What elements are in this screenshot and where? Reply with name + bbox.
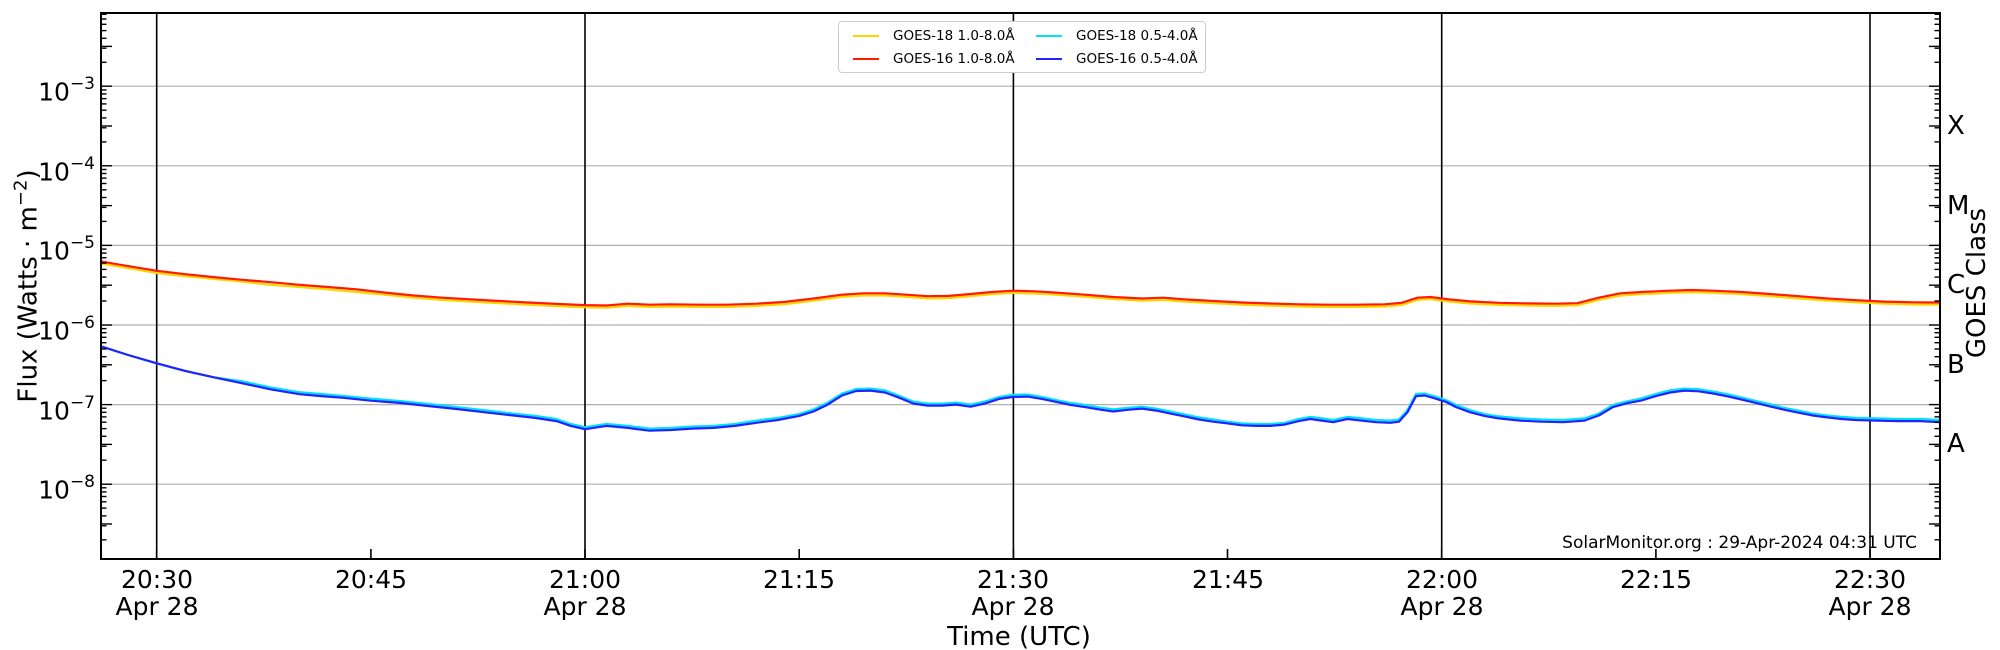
xtick-date-2230: Apr 28 (1828, 592, 1912, 621)
legend-item-goes-16-1.0-8.0-: GOES-16 1.0-8.0Å (839, 51, 1022, 67)
xtick-label-2045: 20:45 (334, 565, 408, 594)
watermark-text: SolarMonitor.org : 29-Apr-2024 04:31 UTC (1562, 533, 1917, 553)
ytick-label-1e-3: 10−3 (38, 74, 95, 107)
goes-class-label-a: A (1947, 429, 1965, 459)
legend-line-swatch (1036, 57, 1062, 60)
xtick-label-2215: 22:15 (1619, 565, 1693, 594)
xtick-date-2200: Apr 28 (1400, 592, 1484, 621)
goes-class-label-m: M (1947, 191, 1970, 221)
ytick-label-1e-4: 10−4 (38, 154, 95, 187)
ytick-label-1e-7: 10−7 (38, 393, 95, 426)
x-axis-title: Time (UTC) (947, 622, 1091, 650)
flux-units-exponent: −2 (10, 179, 32, 207)
series-goes-16-1.0-8.0- (99, 260, 1942, 307)
series-goes-18-1.0-8.0- (99, 262, 1942, 309)
legend-item-goes-16-0.5-4.0-: GOES-16 0.5-4.0Å (1022, 51, 1205, 67)
xtick-label-2100: 21:00 (548, 565, 622, 594)
xtick-label-2130: 21:30 (976, 565, 1050, 594)
legend-label: GOES-18 1.0-8.0Å (893, 27, 1015, 44)
legend-item-goes-18-0.5-4.0-: GOES-18 0.5-4.0Å (1022, 28, 1205, 44)
xtick-label-2145: 21:45 (1191, 565, 1265, 594)
plot-frame (100, 12, 1941, 560)
xtick-label-2200: 22:00 (1405, 565, 1479, 594)
ytick-label-1e-5: 10−5 (38, 233, 95, 266)
legend-line-swatch (853, 34, 879, 37)
y-axis-title-right-text: GOES Class (1962, 207, 1992, 359)
xtick-date-2130: Apr 28 (971, 592, 1055, 621)
ytick-label-1e-6: 10−6 (38, 313, 95, 346)
xtick-date-2100: Apr 28 (543, 592, 627, 621)
legend-item-goes-18-1.0-8.0-: GOES-18 1.0-8.0Å (839, 28, 1022, 44)
goes-class-label-x: X (1947, 111, 1965, 141)
ytick-label-1e-8: 10−8 (38, 472, 95, 505)
series-goes-18-0.5-4.0- (99, 345, 1942, 430)
goes-class-label-c: C (1947, 270, 1966, 300)
legend-label: GOES-16 0.5-4.0Å (1076, 50, 1198, 67)
legend-label: GOES-18 0.5-4.0Å (1076, 27, 1198, 44)
legend-line-swatch (853, 57, 879, 60)
y-axis-title-left-text: Flux (Watts · m−2) (10, 169, 44, 403)
legend-label: GOES-16 1.0-8.0Å (893, 50, 1015, 67)
series-goes-16-0.5-4.0- (99, 345, 1942, 432)
xtick-label-2030: 20:30 (120, 565, 194, 594)
xtick-label-2230: 22:30 (1833, 565, 1907, 594)
goes-class-label-b: B (1947, 350, 1965, 380)
legend-line-swatch (1036, 34, 1062, 37)
xtick-date-2030: Apr 28 (115, 592, 199, 621)
xtick-label-2115: 21:15 (762, 565, 836, 594)
legend-box: GOES-18 1.0-8.0Å GOES-16 1.0-8.0Å GOES-18 … (838, 21, 1206, 73)
